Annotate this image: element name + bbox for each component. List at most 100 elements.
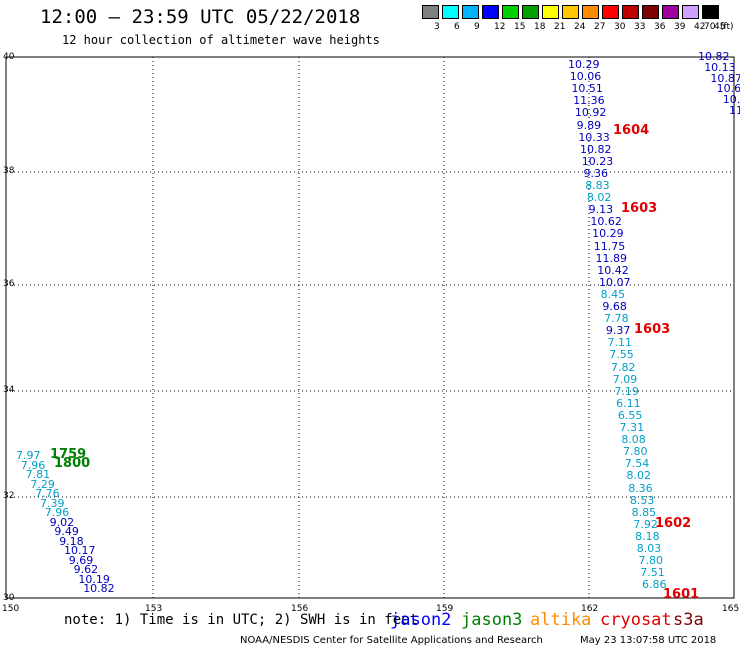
wave-height-value: 10.82: [83, 582, 115, 595]
wave-height-value: 7.82: [611, 360, 636, 374]
pass-time-label: 1601: [663, 587, 700, 602]
lon-label: 162: [581, 604, 599, 614]
wave-height-value: 10.07: [598, 275, 631, 289]
wave-height-value: 9.89: [576, 118, 602, 132]
wave-height-value: 10.06: [569, 70, 602, 84]
legend-swatch: [602, 5, 619, 19]
legend-swatch: [582, 5, 599, 19]
legend-swatch: [682, 5, 699, 19]
legend-swatch: [522, 5, 539, 19]
legend-level-label: 21: [554, 22, 566, 32]
wave-height-value: 7.76: [35, 487, 60, 500]
grid-lines: [6, 57, 734, 598]
wave-height-value: 10.82: [580, 142, 612, 156]
wave-height-value: 8.83: [585, 179, 610, 192]
wave-height-value: 6.86: [641, 578, 667, 592]
satellite-label: jason2: [390, 610, 452, 630]
satellite-label: s3a: [673, 610, 704, 630]
legend-level-label: 39: [674, 22, 686, 32]
page-title: 12:00 – 23:59 UTC 05/22/2018: [40, 6, 361, 28]
pass-time-label: 1800: [54, 456, 91, 471]
wave-height-value: 9.62: [73, 563, 99, 576]
wave-height-value: 7.09: [612, 372, 638, 386]
wave-height-value: 11.36: [573, 94, 605, 108]
legend-level-label: (ft): [720, 22, 734, 32]
wave-height-value: 7.97: [16, 449, 41, 462]
wave-height-value: 10.23: [581, 154, 614, 168]
wave-height-value: 7.92: [633, 517, 658, 531]
wave-height-value: 7.51: [640, 566, 665, 580]
legend-swatch: [662, 5, 679, 19]
generated-timestamp: May 23 13:07:58 UTC 2018: [580, 635, 717, 646]
map-frame: [5, 56, 735, 599]
wave-height-value: 8.45: [600, 287, 626, 301]
wave-height-value: 6.11: [616, 396, 641, 410]
lon-label: 150: [2, 604, 20, 614]
lat-label: 40: [3, 52, 15, 62]
wave-height-value: 8.02: [586, 191, 612, 205]
footer-note: note: 1) Time is in UTC; 2) SWH is in fe…: [64, 612, 419, 628]
lon-label: 165: [722, 604, 740, 614]
wave-height-value: 10.92: [574, 106, 607, 120]
wave-height-value: 7.11: [607, 336, 633, 350]
wave-height-value: 10.33: [578, 130, 610, 144]
wave-height-value: 9.18: [59, 534, 84, 548]
wave-height-value: 11.75: [593, 239, 626, 253]
wave-height-value: 10.62: [590, 215, 622, 229]
legend-level-label: 36: [654, 22, 666, 32]
legend-swatch: [422, 5, 439, 19]
wave-height-value: 10.82: [698, 50, 730, 63]
satellite-label: cryosat: [600, 610, 672, 630]
wave-height-value: 7.39: [40, 496, 65, 510]
wave-height-value: 9.02: [49, 515, 75, 529]
legend-level-label: 42: [694, 22, 706, 32]
lat-label: 34: [3, 385, 15, 395]
wave-height-value: 8.03: [636, 542, 662, 555]
lat-label: 30: [3, 593, 15, 603]
wave-height-value: 7.96: [20, 458, 46, 472]
legend-level-label: 12: [494, 22, 506, 32]
legend-level-label: 27: [594, 22, 606, 32]
wave-height-value: 8.85: [631, 505, 657, 519]
legend-level-label: 6: [454, 22, 460, 32]
wave-height-value: 11: [729, 104, 740, 117]
legend-swatch: [482, 5, 499, 19]
wave-height-value: 10.29: [592, 227, 624, 241]
wave-height-value: 9.13: [588, 203, 614, 217]
legend-level-label: 9: [474, 22, 480, 32]
wave-height-value: 7.31: [619, 421, 645, 434]
legend-swatch: [442, 5, 459, 19]
lat-label: 36: [3, 279, 15, 289]
legend-swatch: [622, 5, 639, 19]
legend-swatch: [562, 5, 579, 19]
legend-level-label: 18: [534, 22, 546, 32]
legend-swatch: [702, 5, 719, 19]
wave-height-value: 7.19: [614, 384, 639, 398]
wave-height-value: 8.02: [626, 469, 651, 483]
wave-height-value: 10.6: [722, 93, 740, 107]
wave-height-value: 7.81: [25, 468, 51, 481]
legend-swatch: [542, 5, 559, 19]
wave-height-value: 9.36: [583, 166, 608, 180]
pass-time-label: 1759: [50, 447, 87, 462]
wave-height-value: 7.80: [623, 445, 648, 459]
satellite-label: jason3: [461, 610, 523, 630]
pass-time-label: 1603: [621, 201, 658, 216]
wave-height-value: 7.54: [624, 457, 650, 471]
wave-height-value: 7.78: [604, 312, 629, 326]
wave-height-value: 9.69: [68, 553, 94, 567]
wave-height-value: 7.96: [44, 506, 70, 519]
lat-label: 32: [3, 491, 15, 501]
legend-level-label: 70: [704, 22, 716, 32]
lat-label: 38: [3, 166, 15, 176]
wave-height-value: 7.29: [30, 477, 55, 491]
pass-time-label: 1602: [655, 516, 692, 531]
wave-height-value: 9.68: [602, 300, 627, 313]
wave-height-value: 7.55: [609, 348, 634, 362]
wave-height-value: 10.51: [571, 82, 603, 96]
satellite-label: altika: [530, 610, 592, 630]
wave-height-value: 8.36: [628, 481, 653, 495]
wave-height-value: 9.49: [54, 525, 79, 538]
lon-label: 159: [436, 604, 454, 614]
